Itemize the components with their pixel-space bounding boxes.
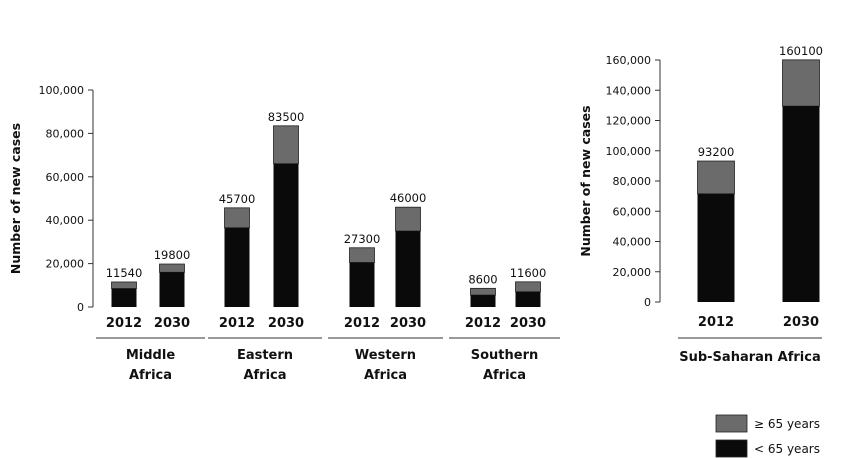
data-label: 93200 xyxy=(698,145,735,159)
group-label: Sub-Saharan Africa xyxy=(679,350,821,365)
legend-label: ≥ 65 years xyxy=(754,417,820,431)
y-tick-label: 160,000 xyxy=(606,54,652,67)
group-label: Western xyxy=(355,348,416,363)
y-tick-label: 0 xyxy=(77,301,84,314)
bar-segment-under65 xyxy=(515,291,541,307)
bar-segment-over65 xyxy=(224,207,250,229)
bar-segment-under65 xyxy=(159,272,185,307)
y-axis-label: Number of new cases xyxy=(8,123,23,274)
y-tick-label: 80,000 xyxy=(613,175,652,188)
bar-segment-under65 xyxy=(273,163,299,307)
group-label: Southern xyxy=(471,348,539,363)
bar-segment-over65 xyxy=(697,160,735,195)
y-tick-label: 60,000 xyxy=(46,171,85,184)
data-label: 45700 xyxy=(219,192,256,206)
legend-label: < 65 years xyxy=(754,442,820,456)
y-tick-label: 40,000 xyxy=(613,236,652,249)
group-label: Africa xyxy=(129,368,172,383)
x-category-label: 2030 xyxy=(783,315,819,330)
group-label: Africa xyxy=(483,368,526,383)
x-category-label: 2012 xyxy=(219,316,255,331)
x-category-label: 2030 xyxy=(510,316,546,331)
x-category-label: 2012 xyxy=(344,316,380,331)
y-tick-label: 60,000 xyxy=(613,205,652,218)
y-tick-label: 140,000 xyxy=(606,84,652,97)
bar-segment-over65 xyxy=(273,125,299,165)
y-axis-label: Number of new cases xyxy=(578,105,593,256)
data-label: 11540 xyxy=(106,266,143,280)
data-label: 19800 xyxy=(154,248,191,262)
data-label: 160100 xyxy=(779,44,823,58)
bar-segment-under65 xyxy=(111,288,137,307)
x-category-label: 2012 xyxy=(698,315,734,330)
x-category-label: 2012 xyxy=(465,316,501,331)
bar-segment-under65 xyxy=(782,106,820,302)
data-label: 11600 xyxy=(510,266,547,280)
y-tick-label: 100,000 xyxy=(606,145,652,158)
x-category-label: 2030 xyxy=(154,316,190,331)
bar-segment-over65 xyxy=(349,247,375,263)
bar-segment-under65 xyxy=(470,295,496,307)
data-label: 83500 xyxy=(268,110,305,124)
legend-swatch xyxy=(715,414,748,433)
group-label: Middle xyxy=(126,348,175,363)
y-tick-label: 100,000 xyxy=(39,84,85,97)
y-tick-label: 80,000 xyxy=(46,127,85,140)
bar-segment-under65 xyxy=(697,193,735,302)
data-label: 46000 xyxy=(390,191,427,205)
y-tick-label: 0 xyxy=(644,296,651,309)
bar-segment-under65 xyxy=(224,227,250,307)
bar-segment-under65 xyxy=(349,262,375,307)
bar-segment-over65 xyxy=(159,263,185,273)
bar-segment-over65 xyxy=(470,287,496,296)
y-tick-label: 120,000 xyxy=(606,115,652,128)
y-tick-label: 20,000 xyxy=(46,258,85,271)
y-tick-label: 40,000 xyxy=(46,214,85,227)
group-label: Eastern xyxy=(237,348,293,363)
x-category-label: 2030 xyxy=(390,316,426,331)
x-category-label: 2012 xyxy=(106,316,142,331)
legend-swatch xyxy=(715,439,748,458)
group-label: Africa xyxy=(364,368,407,383)
bar-segment-over65 xyxy=(782,59,820,107)
x-category-label: 2030 xyxy=(268,316,304,331)
bar-segment-under65 xyxy=(395,231,421,307)
data-label: 27300 xyxy=(344,232,381,246)
y-tick-label: 20,000 xyxy=(613,266,652,279)
bar-segment-over65 xyxy=(515,281,541,293)
group-label: Africa xyxy=(243,368,286,383)
bar-segment-over65 xyxy=(111,281,137,289)
data-label: 8600 xyxy=(468,272,497,286)
bar-segment-over65 xyxy=(395,206,421,232)
